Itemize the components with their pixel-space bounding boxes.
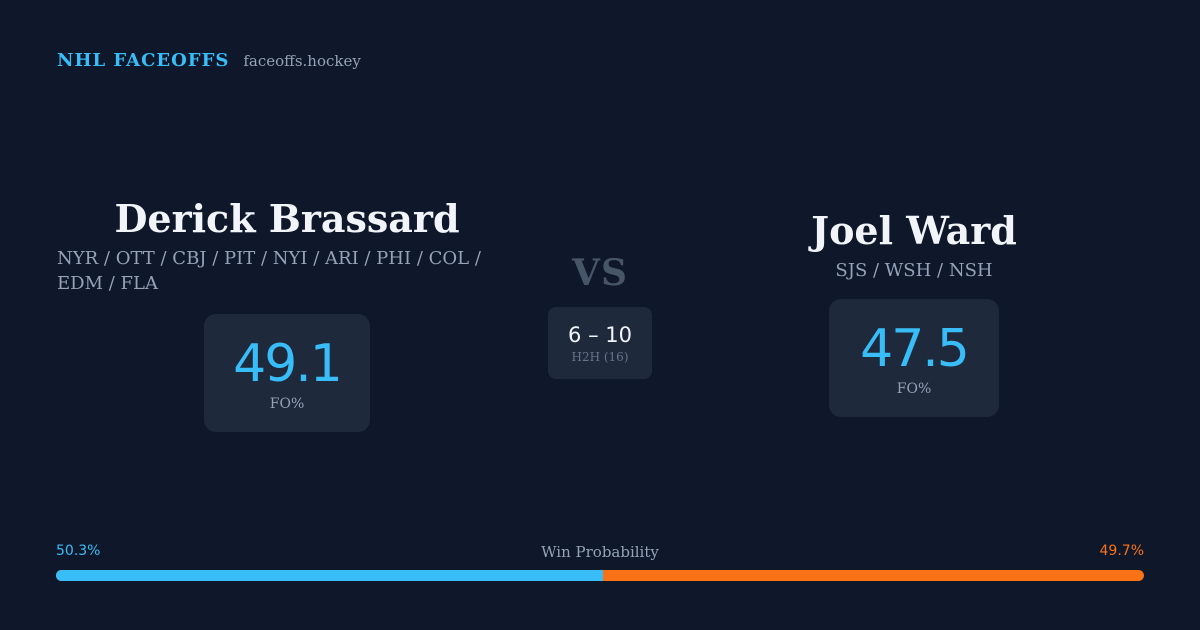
player-left-teams: NYR / OTT / CBJ / PIT / NYI / ARI / PHI …	[57, 248, 481, 294]
vs-label: VS	[572, 252, 628, 294]
player-right-teams: SJS / WSH / NSH	[835, 260, 993, 281]
player-right: Joel Ward SJS / WSH / NSH 47.5 FO%	[714, 208, 1114, 417]
h2h-card: 6 – 10 H2H (16)	[548, 307, 652, 379]
win-probability-labels: 50.3% Win Probability 49.7%	[56, 543, 1144, 563]
brand-header: NHL FACEOFFS faceoffs.hockey	[57, 50, 361, 71]
player-left-fo-pct: 49.1	[233, 334, 343, 394]
win-probability-bar	[56, 570, 1144, 581]
win-probability-fill	[56, 570, 604, 581]
player-left-stat-card: 49.1 FO%	[204, 314, 370, 432]
h2h-label: H2H (16)	[571, 350, 629, 364]
brand-site: faceoffs.hockey	[243, 52, 361, 70]
player-right-fo-label: FO%	[896, 381, 932, 397]
player-right-stat-card: 47.5 FO%	[829, 299, 999, 417]
player-right-fo-pct: 47.5	[860, 319, 970, 379]
player-right-name: Joel Ward	[811, 208, 1017, 253]
win-probability-title: Win Probability	[541, 543, 659, 561]
win-probability-left: 50.3%	[56, 543, 101, 559]
brand-name: NHL FACEOFFS	[57, 50, 230, 71]
player-left: Derick Brassard NYR / OTT / CBJ / PIT / …	[57, 196, 517, 432]
player-left-fo-label: FO%	[269, 396, 305, 412]
win-probability-right: 49.7%	[1099, 543, 1144, 559]
player-left-name: Derick Brassard	[114, 196, 460, 241]
h2h-score: 6 – 10	[568, 323, 632, 347]
